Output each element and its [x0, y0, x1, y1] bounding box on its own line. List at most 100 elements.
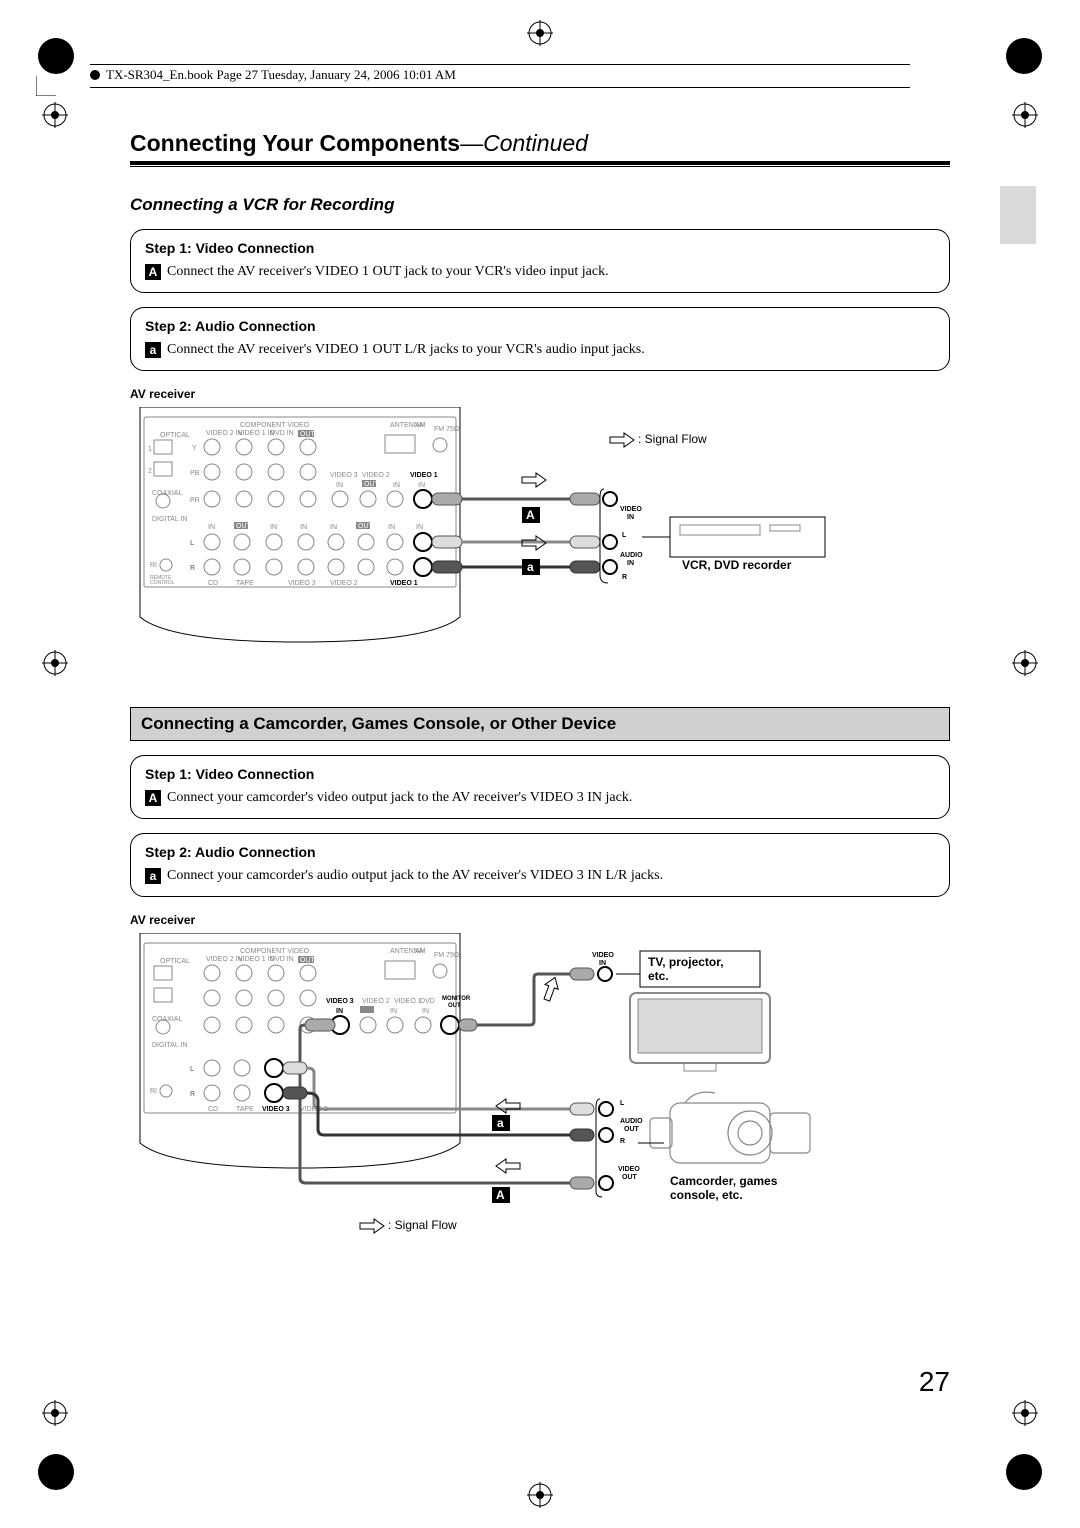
svg-text:PB: PB	[190, 470, 200, 477]
svg-text:VIDEO 3: VIDEO 3	[326, 998, 354, 1005]
reg-mark	[527, 20, 553, 46]
svg-text:L: L	[190, 1066, 195, 1073]
svg-text:OUT: OUT	[300, 431, 316, 438]
reg-mark	[1012, 1400, 1038, 1426]
svg-text:R: R	[620, 1138, 625, 1145]
svg-text:Y: Y	[192, 445, 197, 452]
vcr-step1-box: Step 1: Video Connection AConnect the AV…	[130, 229, 950, 293]
svg-text:a: a	[497, 1116, 504, 1130]
pdf-header: TX-SR304_En.book Page 27 Tuesday, Januar…	[90, 60, 910, 88]
svg-text:VIDEO 2: VIDEO 2	[330, 580, 358, 587]
svg-text:: Signal Flow: : Signal Flow	[388, 1218, 457, 1232]
badge-A: A	[145, 264, 161, 280]
svg-text:OPTICAL: OPTICAL	[160, 432, 190, 439]
svg-text:PR: PR	[190, 497, 200, 504]
svg-text:: Signal Flow: : Signal Flow	[638, 432, 707, 446]
svg-text:AUDIO: AUDIO	[620, 552, 643, 559]
crop-mark-bl	[36, 1432, 96, 1492]
svg-text:VIDEO 2: VIDEO 2	[362, 998, 390, 1005]
svg-text:DVD: DVD	[420, 998, 435, 1005]
svg-text:IN: IN	[330, 524, 337, 531]
svg-text:VIDEO 3: VIDEO 3	[330, 472, 358, 479]
svg-text:Camcorder, games: Camcorder, games	[670, 1174, 778, 1188]
svg-text:R: R	[190, 565, 195, 572]
av-receiver-label2: AV receiver	[130, 913, 950, 927]
svg-text:OUT: OUT	[624, 1126, 640, 1133]
vcr-step2-box: Step 2: Audio Connection aConnect the AV…	[130, 307, 950, 371]
svg-text:OUT: OUT	[236, 523, 252, 530]
reg-mark	[42, 1400, 68, 1426]
step-title: Step 1: Video Connection	[145, 764, 935, 785]
svg-text:IN: IN	[599, 960, 606, 967]
svg-text:VIDEO 3: VIDEO 3	[262, 1106, 290, 1113]
svg-text:OUT: OUT	[622, 1174, 638, 1181]
svg-text:IN: IN	[300, 524, 307, 531]
svg-text:IN: IN	[627, 560, 634, 567]
svg-text:A: A	[526, 508, 535, 522]
page-content: Connecting Your Components—Continued Con…	[130, 130, 950, 1243]
svg-text:AM: AM	[415, 948, 426, 955]
svg-text:DIGITAL IN: DIGITAL IN	[152, 1042, 187, 1049]
vcr-diagram: COMPONENT VIDEO ANTENNA AM FM 75Ω VIDEO …	[130, 407, 830, 667]
header-text: TX-SR304_En.book Page 27 Tuesday, Januar…	[106, 67, 456, 83]
svg-text:IN: IN	[627, 514, 634, 521]
svg-text:1: 1	[148, 446, 152, 453]
svg-text:FM 75Ω: FM 75Ω	[434, 952, 459, 959]
svg-text:VIDEO 1: VIDEO 1	[390, 580, 418, 587]
svg-text:AM: AM	[415, 422, 426, 429]
svg-text:A: A	[496, 1188, 505, 1202]
svg-text:IN: IN	[422, 1008, 429, 1015]
svg-text:VIDEO 2: VIDEO 2	[362, 472, 390, 479]
svg-text:IN: IN	[388, 524, 395, 531]
badge-a: a	[145, 868, 161, 884]
svg-text:IN: IN	[208, 524, 215, 531]
svg-text:IN: IN	[336, 482, 343, 489]
svg-text:COMPONENT VIDEO: COMPONENT VIDEO	[240, 948, 310, 955]
svg-text:OPTICAL: OPTICAL	[160, 958, 190, 965]
cam-step1-box: Step 1: Video Connection AConnect your c…	[130, 755, 950, 819]
svg-text:COMPONENT VIDEO: COMPONENT VIDEO	[240, 422, 310, 429]
svg-text:IN: IN	[336, 1008, 343, 1015]
badge-A: A	[145, 790, 161, 806]
crop-mark-tl	[36, 36, 96, 96]
svg-text:L: L	[190, 540, 195, 547]
svg-text:console, etc.: console, etc.	[670, 1188, 743, 1202]
svg-text:AUDIO: AUDIO	[620, 1118, 643, 1125]
svg-text:L: L	[620, 1100, 625, 1107]
step-title: Step 2: Audio Connection	[145, 842, 935, 863]
svg-text:RI: RI	[150, 562, 157, 569]
step-title: Step 2: Audio Connection	[145, 316, 935, 337]
camcorder-diagram: COMPONENT VIDEO ANTENNA AM FM 75Ω VIDEO …	[130, 933, 830, 1243]
reg-mark	[1012, 650, 1038, 676]
svg-text:R: R	[622, 574, 627, 581]
crop-mark-tr	[984, 36, 1044, 96]
page-number: 27	[919, 1366, 950, 1398]
svg-text:VCR, DVD recorder: VCR, DVD recorder	[682, 558, 792, 572]
vcr-subtitle: Connecting a VCR for Recording	[130, 195, 950, 215]
side-tab	[1000, 186, 1036, 244]
svg-text:IN: IN	[418, 482, 425, 489]
svg-text:IN: IN	[390, 1008, 397, 1015]
svg-text:TAPE: TAPE	[236, 580, 254, 587]
reg-mark	[42, 102, 68, 128]
svg-text:DIGITAL IN: DIGITAL IN	[152, 516, 187, 523]
svg-text:VIDEO: VIDEO	[620, 506, 642, 513]
svg-text:RI: RI	[150, 1088, 157, 1095]
svg-text:DVD IN: DVD IN	[270, 956, 294, 963]
svg-text:IN: IN	[270, 524, 277, 531]
svg-text:TV, projector,: TV, projector,	[648, 955, 724, 969]
svg-text:OUT: OUT	[300, 957, 316, 964]
svg-text:CD: CD	[208, 1106, 218, 1113]
svg-text:CD: CD	[208, 580, 218, 587]
svg-text:VIDEO: VIDEO	[618, 1166, 640, 1173]
svg-text:2: 2	[148, 468, 152, 475]
svg-text:DVD IN: DVD IN	[270, 430, 294, 437]
badge-a: a	[145, 342, 161, 358]
svg-text:VIDEO 1: VIDEO 1	[410, 472, 438, 479]
svg-text:L: L	[622, 532, 627, 539]
svg-text:a: a	[527, 560, 534, 574]
reg-mark	[527, 1482, 553, 1508]
av-receiver-label: AV receiver	[130, 387, 950, 401]
svg-text:VIDEO 3: VIDEO 3	[288, 580, 316, 587]
svg-text:OUT: OUT	[448, 1003, 461, 1009]
